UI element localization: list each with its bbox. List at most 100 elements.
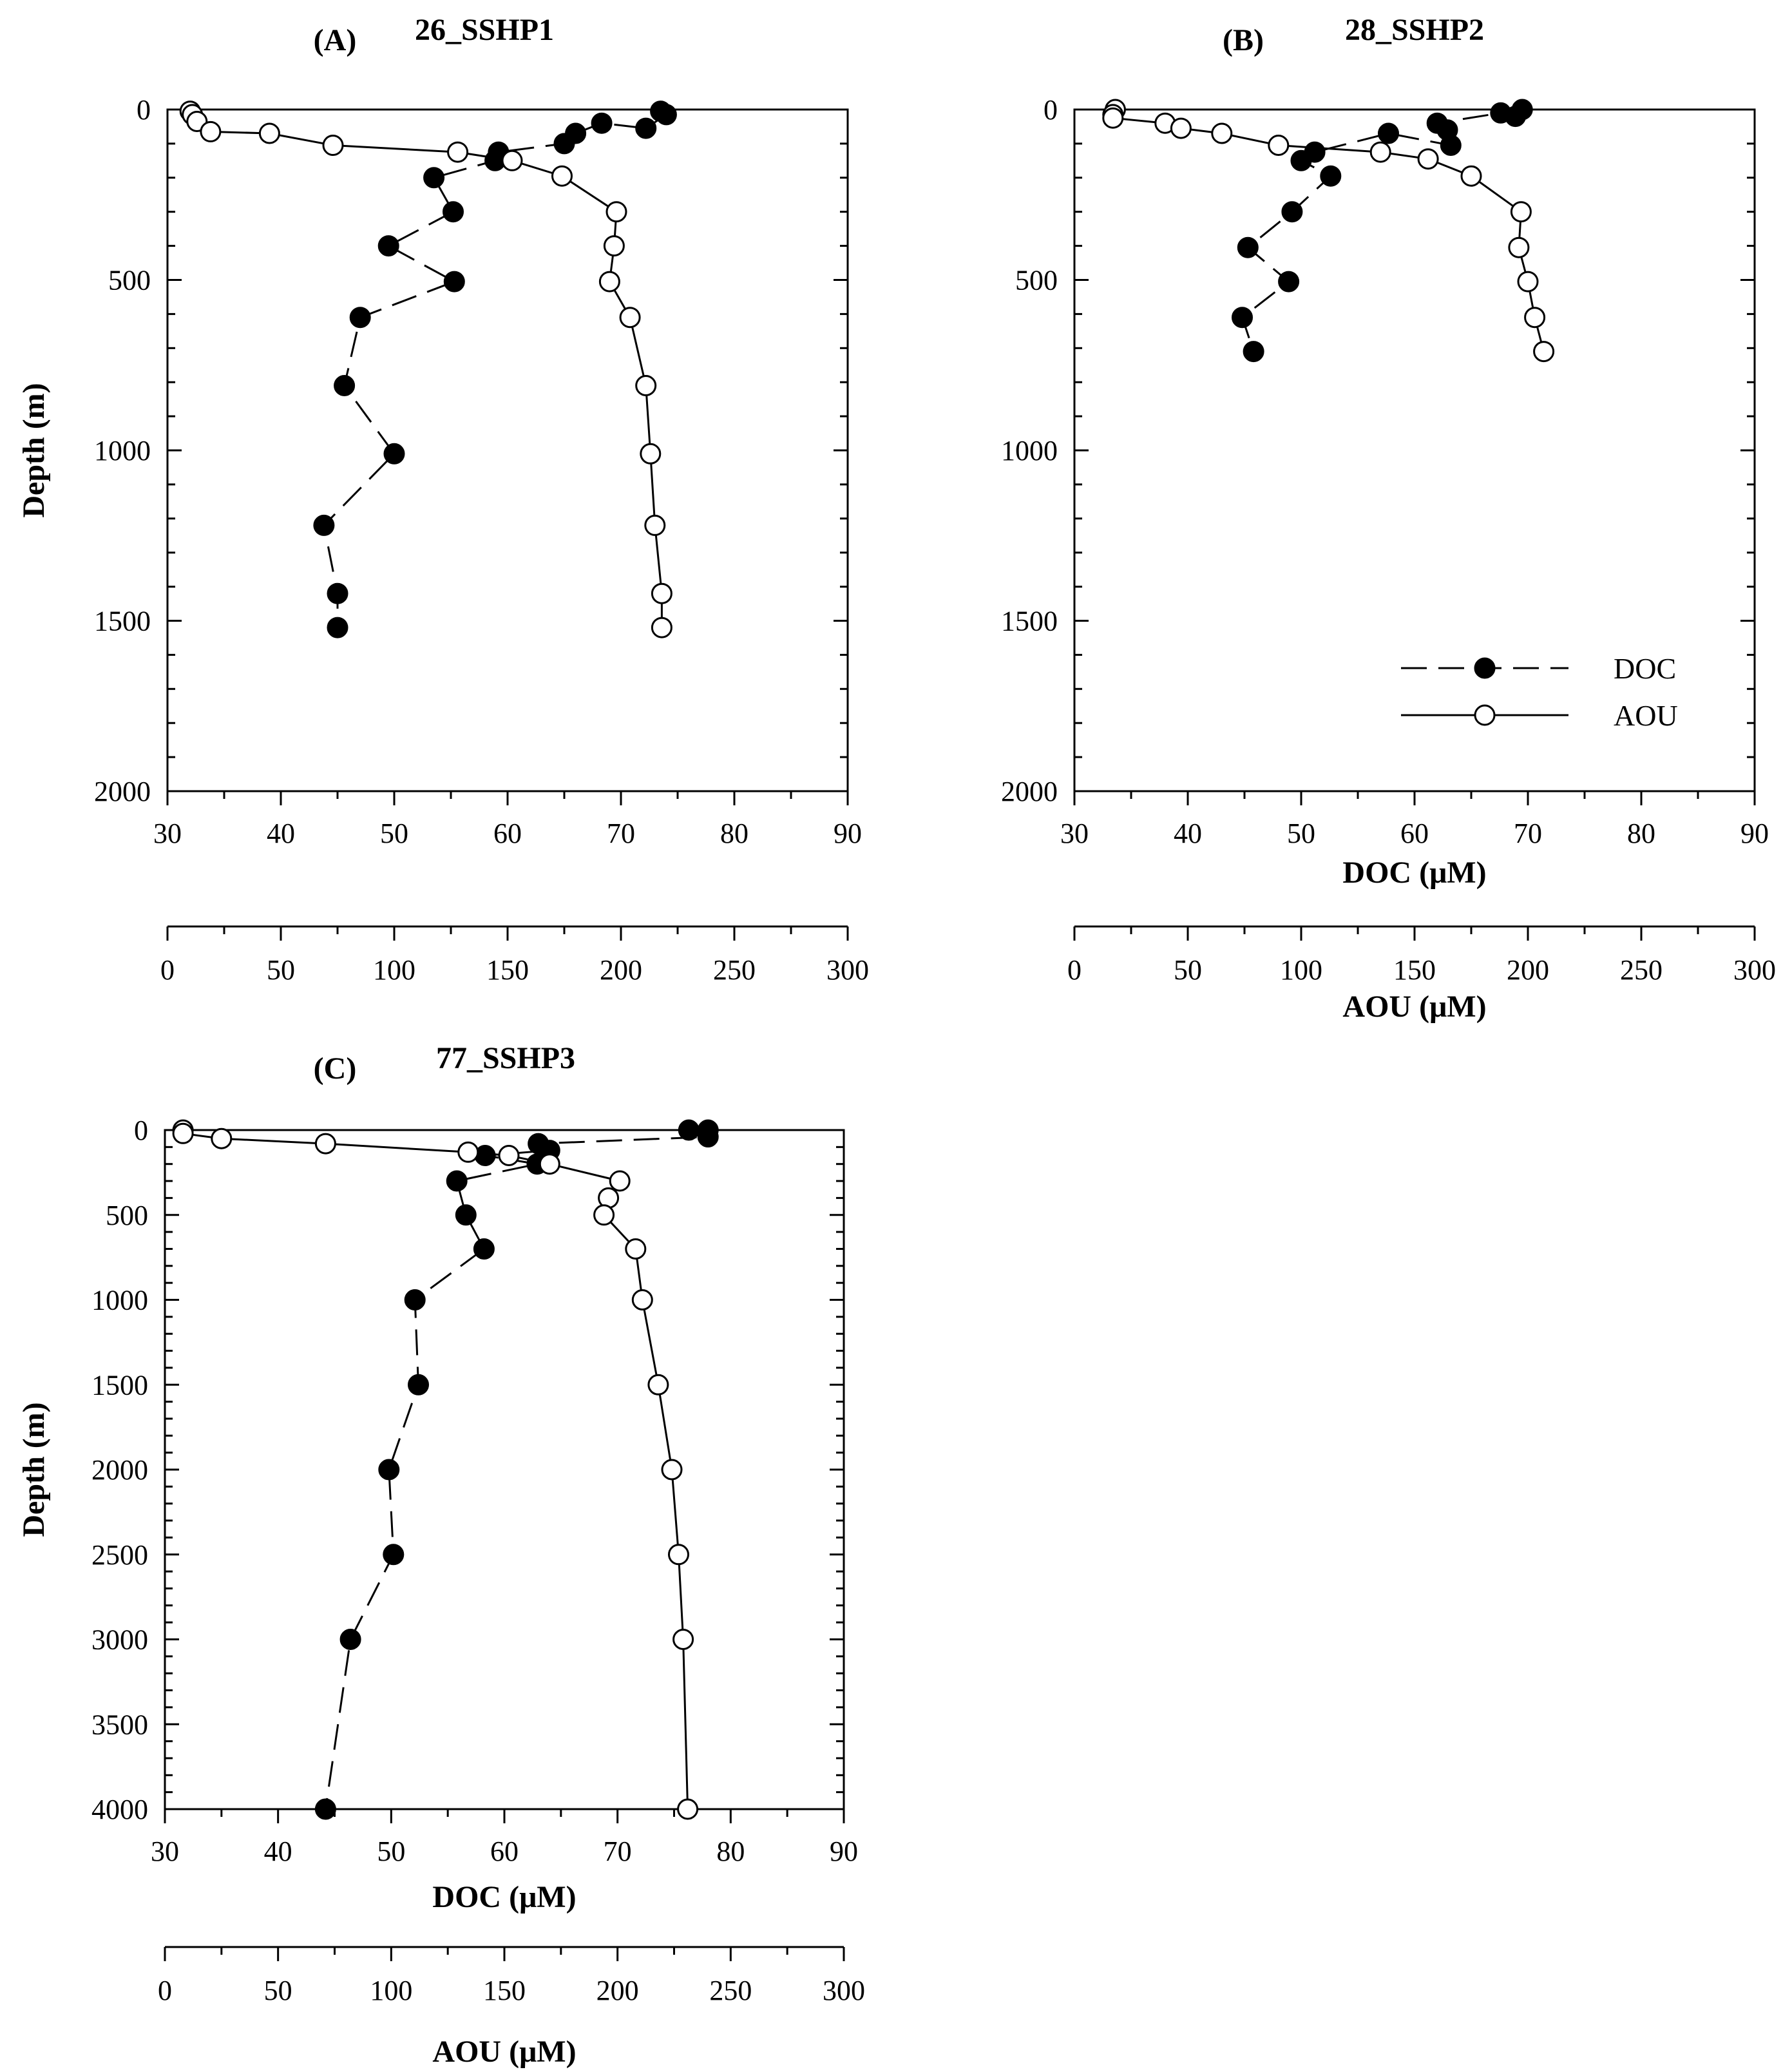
data-point-aou	[593, 1204, 615, 1226]
x2-tick-label: 50	[267, 954, 295, 986]
data-point-doc	[1490, 102, 1512, 124]
data-point-doc	[313, 514, 335, 536]
panel-c: (C) 77_SSHP305001000150020002500300035004…	[17, 1041, 865, 2069]
data-point-doc	[383, 443, 405, 465]
data-point-aou	[609, 1170, 631, 1192]
data-point-doc	[378, 1459, 400, 1481]
x2-tick-label: 200	[596, 1975, 639, 2006]
data-point-aou	[651, 617, 672, 638]
x2-tick-label: 0	[1067, 954, 1082, 986]
data-point-aou	[1417, 148, 1439, 170]
x2-tick-label: 100	[1280, 954, 1322, 986]
x2-tick-label: 300	[1733, 954, 1776, 986]
y-tick-label: 2000	[1001, 776, 1058, 807]
legend-marker-aou	[1474, 704, 1496, 726]
x2-tick-label: 250	[709, 1975, 752, 2006]
data-point-aou	[647, 1374, 669, 1396]
series-line-doc	[1241, 108, 1523, 352]
x2-tick-label: 150	[483, 1975, 526, 2006]
x2-tick-label: 250	[1620, 954, 1663, 986]
x2-tick-label: 0	[158, 1975, 172, 2006]
data-point-aou	[625, 1238, 647, 1260]
data-point-aou	[1369, 141, 1391, 163]
y-axis-label: Depth (m)	[17, 383, 51, 517]
data-point-doc	[423, 167, 445, 189]
data-point-aou	[314, 1133, 336, 1155]
data-point-aou	[1211, 122, 1233, 144]
data-point-aou	[551, 165, 573, 187]
y-tick-label: 0	[134, 1115, 148, 1146]
data-point-doc	[591, 112, 613, 134]
data-point-aou	[172, 1122, 194, 1144]
panel-title: 28_SSHP2	[1345, 13, 1484, 47]
data-point-doc	[1237, 236, 1259, 258]
data-point-aou	[661, 1459, 683, 1481]
x2-tick-label: 100	[373, 954, 415, 986]
data-point-aou	[672, 1629, 694, 1650]
x-tick-label: 60	[490, 1836, 519, 1867]
panel-letter: (C)	[314, 1051, 357, 1086]
data-point-aou	[322, 135, 344, 156]
x-tick-label: 90	[834, 818, 862, 849]
data-point-aou	[1517, 271, 1539, 293]
data-point-doc	[1278, 271, 1300, 293]
y-tick-label: 3000	[91, 1624, 148, 1656]
x-tick-label: 90	[1740, 818, 1769, 849]
x-tick-label: 50	[380, 818, 408, 849]
data-point-aou	[457, 1141, 479, 1163]
x-tick-label: 60	[493, 818, 522, 849]
data-point-aou	[1170, 117, 1192, 139]
y-tick-label: 1500	[94, 606, 151, 637]
data-point-aou	[1102, 107, 1124, 129]
y-tick-label: 2500	[91, 1539, 148, 1571]
data-point-doc	[446, 1170, 468, 1192]
x2-tick-label: 50	[1174, 954, 1202, 986]
legend-label-doc: DOC	[1614, 652, 1676, 685]
x-tick-label: 30	[153, 818, 182, 849]
data-point-aou	[644, 514, 666, 536]
data-point-doc	[404, 1289, 426, 1310]
x-tick-label: 70	[1514, 818, 1542, 849]
y-tick-label: 2000	[94, 776, 151, 807]
x2-tick-label: 300	[823, 1975, 865, 2006]
panel-title: 77_SSHP3	[436, 1041, 575, 1075]
y-tick-label: 0	[1044, 94, 1058, 126]
x-tick-label: 80	[720, 818, 748, 849]
data-point-aou	[200, 120, 222, 142]
x-tick-label: 30	[1060, 818, 1089, 849]
y-tick-label: 1500	[91, 1369, 148, 1401]
data-point-aou	[539, 1153, 560, 1175]
panel-letter: (B)	[1223, 23, 1264, 57]
data-point-doc	[349, 307, 371, 329]
data-point-doc	[1243, 341, 1264, 363]
data-point-aou	[1533, 341, 1555, 363]
data-point-aou	[501, 149, 523, 171]
data-point-doc	[697, 1126, 719, 1147]
data-point-doc	[1440, 135, 1462, 156]
data-point-aou	[635, 375, 657, 396]
x2-tick-label: 100	[370, 1975, 412, 2006]
data-point-aou	[258, 122, 280, 144]
x-tick-label: 50	[1287, 818, 1315, 849]
data-point-doc	[1290, 149, 1312, 171]
data-point-aou	[651, 582, 672, 604]
y-tick-label: 500	[108, 265, 151, 296]
data-point-doc	[473, 1238, 495, 1260]
data-point-aou	[605, 201, 627, 223]
x2-tick-label: 200	[600, 954, 642, 986]
x-tick-label: 70	[607, 818, 635, 849]
y-tick-label: 3500	[91, 1709, 148, 1740]
y-tick-label: 500	[106, 1200, 148, 1231]
x2-tick-label: 300	[826, 954, 869, 986]
data-point-doc	[377, 235, 399, 257]
data-point-doc	[1281, 201, 1303, 223]
x2-tick-label: 150	[486, 954, 529, 986]
data-point-aou	[619, 307, 641, 329]
data-point-doc	[408, 1374, 429, 1396]
data-point-aou	[1508, 236, 1530, 258]
series-line-doc	[323, 110, 669, 628]
